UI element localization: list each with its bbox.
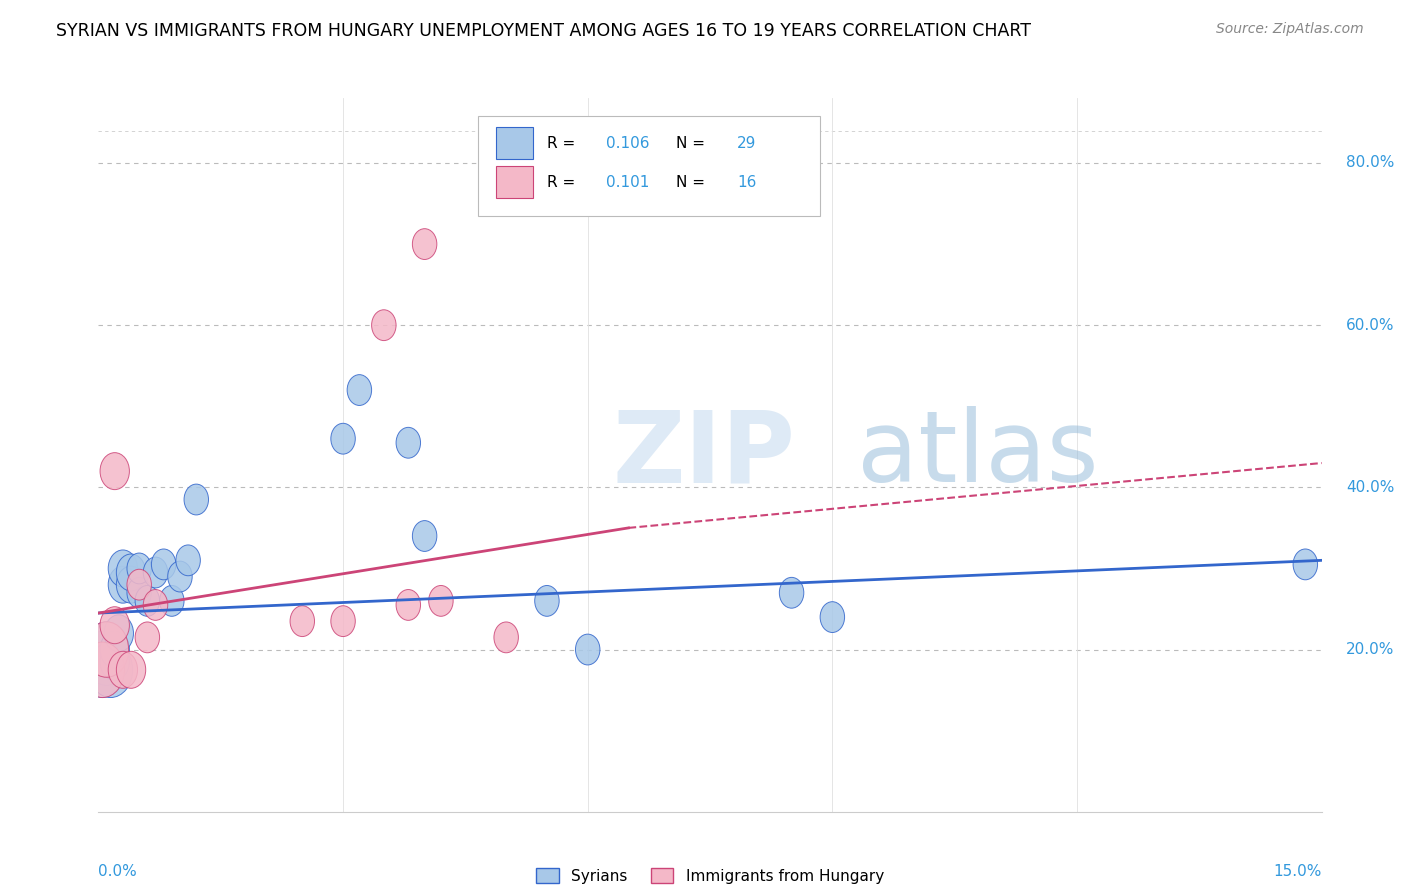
Ellipse shape bbox=[534, 585, 560, 616]
Ellipse shape bbox=[575, 634, 600, 665]
Text: 0.101: 0.101 bbox=[606, 175, 650, 190]
Text: 60.0%: 60.0% bbox=[1346, 318, 1395, 333]
Ellipse shape bbox=[371, 310, 396, 341]
Text: R =: R = bbox=[547, 136, 581, 151]
Ellipse shape bbox=[820, 602, 845, 632]
Text: SYRIAN VS IMMIGRANTS FROM HUNGARY UNEMPLOYMENT AMONG AGES 16 TO 19 YEARS CORRELA: SYRIAN VS IMMIGRANTS FROM HUNGARY UNEMPL… bbox=[56, 22, 1031, 40]
Ellipse shape bbox=[117, 566, 146, 603]
Ellipse shape bbox=[100, 452, 129, 490]
Ellipse shape bbox=[127, 569, 152, 600]
Ellipse shape bbox=[779, 577, 804, 608]
Text: 0.106: 0.106 bbox=[606, 136, 650, 151]
Ellipse shape bbox=[1294, 549, 1317, 580]
Ellipse shape bbox=[176, 545, 201, 575]
Text: atlas: atlas bbox=[856, 407, 1098, 503]
Bar bbox=[496, 166, 533, 198]
Ellipse shape bbox=[494, 622, 519, 653]
Ellipse shape bbox=[143, 558, 167, 588]
Ellipse shape bbox=[100, 643, 129, 681]
Ellipse shape bbox=[84, 622, 128, 677]
Ellipse shape bbox=[412, 521, 437, 551]
Ellipse shape bbox=[104, 615, 134, 652]
Ellipse shape bbox=[330, 606, 356, 637]
Ellipse shape bbox=[108, 651, 138, 689]
Ellipse shape bbox=[347, 375, 371, 406]
Ellipse shape bbox=[152, 549, 176, 580]
Ellipse shape bbox=[143, 590, 167, 620]
Text: R =: R = bbox=[547, 175, 581, 190]
Text: Source: ZipAtlas.com: Source: ZipAtlas.com bbox=[1216, 22, 1364, 37]
Text: 0.0%: 0.0% bbox=[98, 864, 138, 880]
Text: 16: 16 bbox=[737, 175, 756, 190]
Text: 40.0%: 40.0% bbox=[1346, 480, 1395, 495]
Legend: Syrians, Immigrants from Hungary: Syrians, Immigrants from Hungary bbox=[530, 862, 890, 889]
Ellipse shape bbox=[135, 585, 160, 616]
Ellipse shape bbox=[108, 566, 138, 603]
Ellipse shape bbox=[167, 561, 193, 592]
Ellipse shape bbox=[100, 631, 129, 668]
Ellipse shape bbox=[84, 630, 128, 685]
Ellipse shape bbox=[290, 606, 315, 637]
Ellipse shape bbox=[117, 651, 146, 689]
Ellipse shape bbox=[429, 585, 453, 616]
FancyBboxPatch shape bbox=[478, 116, 820, 216]
Text: 80.0%: 80.0% bbox=[1346, 155, 1395, 170]
Ellipse shape bbox=[330, 424, 356, 454]
Text: 29: 29 bbox=[737, 136, 756, 151]
Ellipse shape bbox=[108, 550, 138, 587]
Ellipse shape bbox=[100, 607, 129, 644]
Ellipse shape bbox=[396, 427, 420, 458]
Ellipse shape bbox=[184, 484, 208, 515]
Text: ZIP: ZIP bbox=[612, 407, 794, 503]
Ellipse shape bbox=[80, 642, 125, 698]
Text: N =: N = bbox=[676, 136, 710, 151]
Ellipse shape bbox=[412, 228, 437, 260]
Ellipse shape bbox=[160, 585, 184, 616]
Ellipse shape bbox=[89, 642, 132, 698]
Ellipse shape bbox=[135, 622, 160, 653]
Ellipse shape bbox=[127, 577, 152, 608]
Ellipse shape bbox=[396, 590, 420, 620]
Ellipse shape bbox=[117, 554, 146, 591]
Ellipse shape bbox=[84, 622, 128, 677]
Bar bbox=[496, 127, 533, 159]
Ellipse shape bbox=[80, 642, 125, 698]
Ellipse shape bbox=[127, 553, 152, 584]
Text: 15.0%: 15.0% bbox=[1274, 864, 1322, 880]
Text: N =: N = bbox=[676, 175, 710, 190]
Text: 20.0%: 20.0% bbox=[1346, 642, 1395, 657]
